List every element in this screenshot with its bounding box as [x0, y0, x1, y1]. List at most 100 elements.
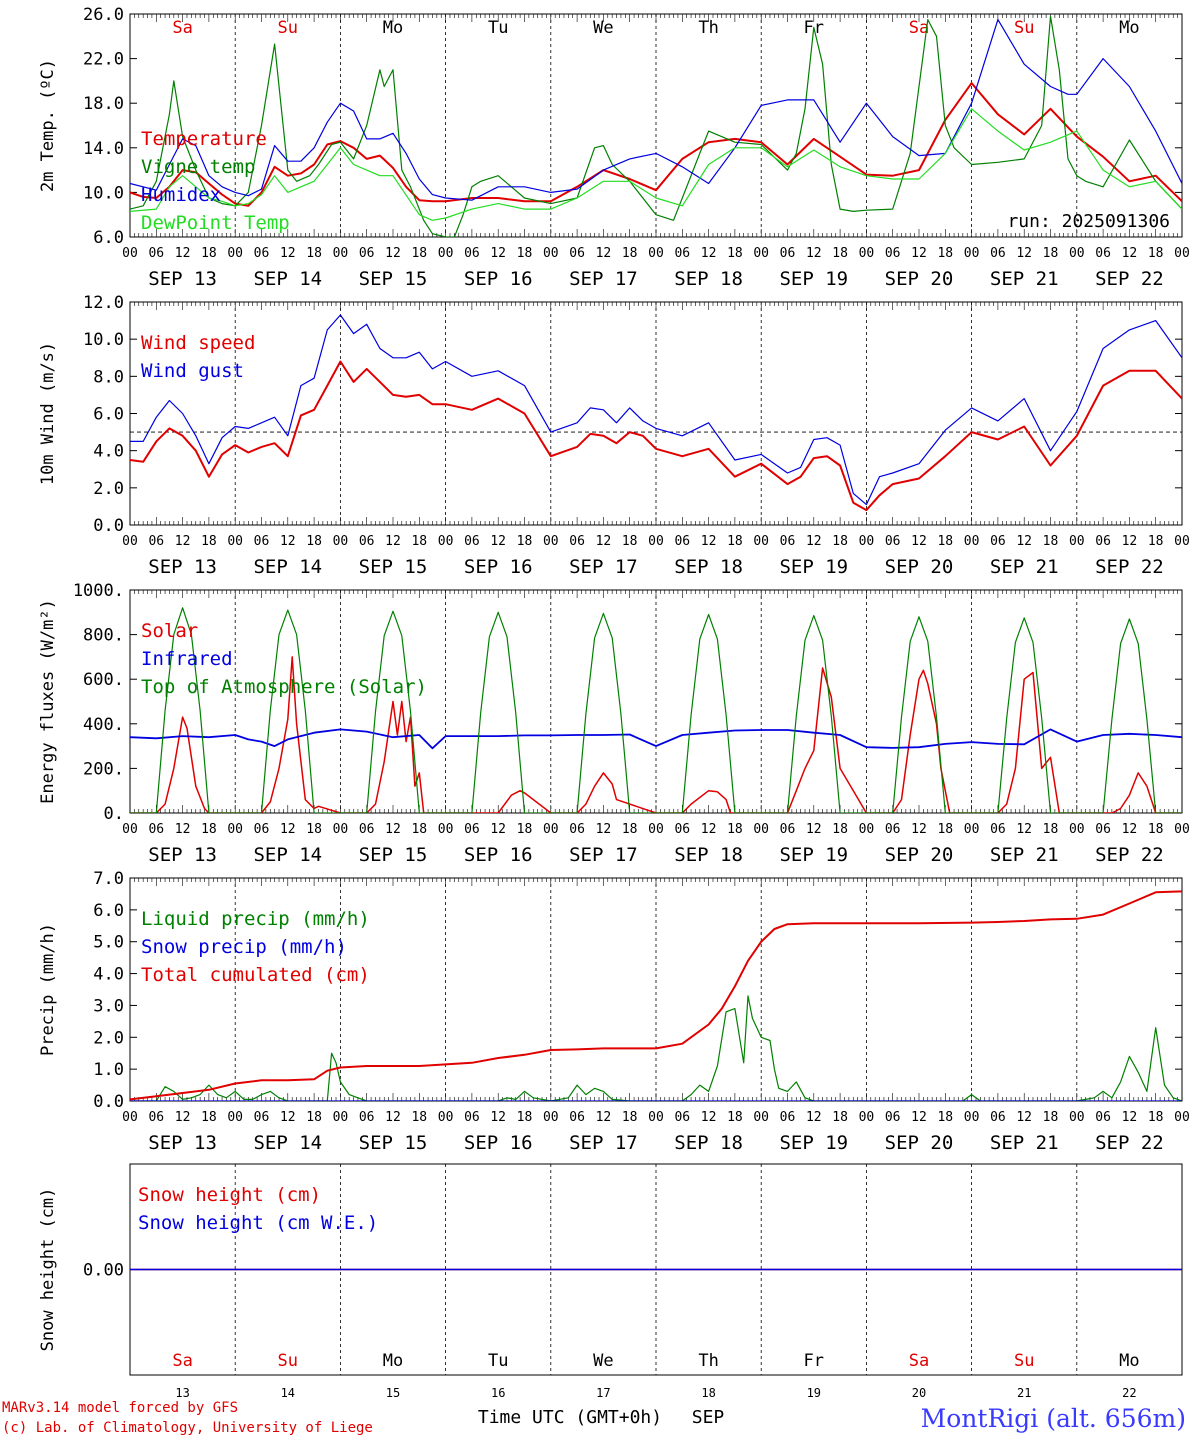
hour-tick-label: 06	[148, 822, 164, 837]
weekday-label: Mo	[383, 18, 403, 38]
weekday-label: Th	[698, 1351, 718, 1371]
legend-entry: Wind speed	[141, 332, 255, 354]
hour-tick-label: 00	[333, 1110, 349, 1125]
y-tick-label: 0.00	[83, 1261, 124, 1281]
hour-tick-label: 12	[806, 822, 822, 837]
y-tick-label: 4.0	[93, 965, 124, 985]
day-number-label: 21	[1017, 1386, 1031, 1400]
hour-tick-label: 12	[806, 1110, 822, 1125]
hour-tick-label: 12	[701, 1110, 717, 1125]
hour-tick-label: 00	[438, 534, 454, 549]
weekday-label: Fr	[804, 1351, 824, 1371]
chart-panel-1: 6.0 10.0 14.0 18.0 22.0 26.0 2m Temp. (ºC) 00 06…	[38, 5, 1190, 290]
date-label: SEP 15	[359, 268, 428, 290]
y-tick-label: 10.0	[83, 330, 124, 350]
hour-tick-label: 12	[806, 534, 822, 549]
hour-tick-label: 12	[596, 534, 612, 549]
hour-tick-label: 12	[280, 1110, 296, 1125]
hour-tick-label: 12	[596, 1110, 612, 1125]
hour-tick-label: 18	[1043, 534, 1059, 549]
hour-tick-label: 06	[885, 246, 901, 261]
hour-tick-label: 06	[254, 822, 270, 837]
hour-tick-label: 18	[937, 822, 953, 837]
hour-tick-label: 00	[1069, 822, 1085, 837]
date-label: SEP 14	[253, 556, 322, 578]
hour-tick-label: 06	[1095, 822, 1111, 837]
hour-tick-label: 00	[227, 822, 243, 837]
hour-tick-label: 18	[306, 246, 322, 261]
hour-tick-label: 00	[753, 246, 769, 261]
hour-tick-label: 18	[1148, 1110, 1164, 1125]
hour-tick-label: 18	[727, 822, 743, 837]
hour-tick-label: 12	[175, 534, 191, 549]
hour-tick-label: 00	[543, 534, 559, 549]
legend-entry: Humidex	[141, 184, 221, 206]
hour-tick-label: 18	[1148, 822, 1164, 837]
hour-tick-label: 12	[280, 822, 296, 837]
hour-tick-label: 00	[1069, 1110, 1085, 1125]
hour-tick-label: 12	[1016, 1110, 1032, 1125]
hour-tick-label: 06	[780, 822, 796, 837]
hour-tick-label: 18	[937, 246, 953, 261]
hour-tick-label: 00	[859, 246, 875, 261]
legend-entry: Solar	[141, 620, 198, 642]
y-axis-label: Snow height (cm)	[38, 1188, 58, 1352]
series-line-1	[130, 360, 1182, 512]
hour-tick-label: 18	[411, 822, 427, 837]
lab-note: (c) Lab. of Climatology, University of L…	[2, 1420, 373, 1436]
series-group	[130, 890, 1182, 1101]
day-number-label: 15	[386, 1386, 400, 1400]
hour-tick-label: 06	[148, 534, 164, 549]
hour-tick-label: 06	[148, 1110, 164, 1125]
hour-tick-label: 18	[727, 1110, 743, 1125]
y-tick-label: 8.0	[93, 367, 124, 387]
weekday-label: Su	[278, 18, 298, 38]
hour-tick-label: 12	[490, 534, 506, 549]
weekday-label: Su	[278, 1351, 298, 1371]
hour-tick-label: 18	[306, 534, 322, 549]
plot-frame	[129, 301, 1183, 526]
hour-tick-label: 06	[359, 1110, 375, 1125]
weekday-label: We	[593, 18, 613, 38]
hour-tick-label: 00	[227, 534, 243, 549]
hour-tick-label: 18	[517, 534, 533, 549]
legend-entry: Wind gust	[141, 360, 244, 382]
hour-tick-label: 06	[254, 246, 270, 261]
y-tick-label: 2.0	[93, 479, 124, 499]
hour-tick-label: 00	[227, 246, 243, 261]
hour-tick-label: 00	[964, 822, 980, 837]
chart-panel-4: 0.0 1.0 2.0 3.0 4.0 5.0 6.0 7.0 Precip (mm/h) 00 0…	[38, 869, 1190, 1154]
hour-tick-label: 18	[1043, 822, 1059, 837]
x-axis-month: SEP	[692, 1407, 725, 1428]
hour-tick-label: 06	[569, 1110, 585, 1125]
date-label: SEP 22	[1095, 844, 1164, 866]
hour-tick-label: 12	[1122, 246, 1138, 261]
y-tick-label: 10.0	[83, 183, 124, 203]
hour-tick-label: 06	[990, 1110, 1006, 1125]
y-tick-label: 1000.	[73, 581, 124, 601]
chart-panel-5: 0.00 Snow height (cm) Sa Su Mo Tu We Th Fr Sa Su Mo…	[38, 1163, 1183, 1428]
hour-tick-label: 00	[964, 534, 980, 549]
weekday-label: We	[593, 1351, 613, 1371]
date-label: SEP 21	[990, 556, 1059, 578]
hour-tick-label: 00	[648, 822, 664, 837]
date-label: SEP 16	[464, 1132, 533, 1154]
hour-tick-label: 18	[517, 822, 533, 837]
hour-tick-label: 06	[674, 534, 690, 549]
hour-tick-label: 18	[937, 534, 953, 549]
date-label: SEP 18	[674, 1132, 743, 1154]
hour-tick-label: 00	[964, 1110, 980, 1125]
y-tick-label: 6.0	[93, 901, 124, 921]
legend-entry: Snow height (cm W.E.)	[138, 1212, 378, 1234]
hour-tick-label: 12	[911, 1110, 927, 1125]
hour-tick-label: 06	[885, 534, 901, 549]
series-line-1	[130, 656, 1182, 813]
series-line-3	[130, 19, 1182, 201]
hour-tick-label: 12	[175, 822, 191, 837]
legend-entry: Vigne temp	[141, 156, 255, 178]
y-tick-label: 0.0	[93, 1092, 124, 1112]
hour-tick-label: 00	[333, 534, 349, 549]
legend-entry: Top of Atmosphere (Solar)	[141, 676, 427, 698]
hour-tick-label: 00	[1069, 246, 1085, 261]
hour-tick-label: 12	[1016, 246, 1032, 261]
